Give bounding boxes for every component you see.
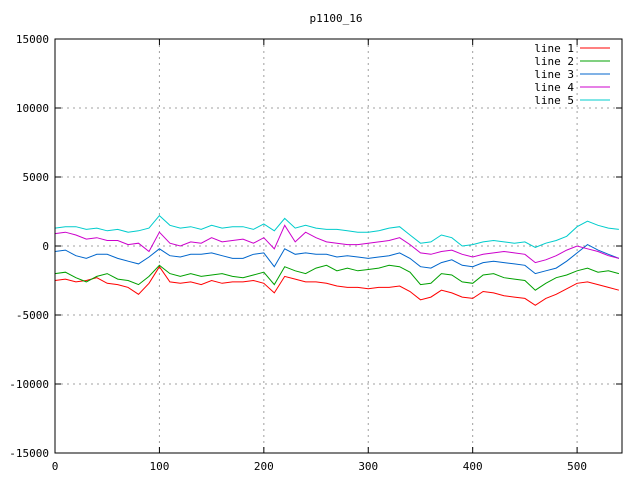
x-tick-label: 200 [254, 460, 274, 473]
series-line-4 [54, 224, 620, 264]
y-tick-label: -15000 [9, 447, 49, 460]
series-line-1 [54, 265, 620, 306]
series-line-2 [54, 264, 620, 291]
y-tick-label: -5000 [16, 309, 49, 322]
series-lines [54, 214, 620, 306]
x-tick-label: 500 [567, 460, 587, 473]
axis-ticks: 0 100 200 300 400 500 -15000 -10000 -5000 0 5000 10… [9, 33, 622, 473]
x-tick-label: 100 [149, 460, 169, 473]
grid [55, 39, 622, 453]
y-tick-label: 10000 [16, 102, 49, 115]
legend-label: line 1 [534, 42, 574, 55]
chart-title: p1100_16 [310, 12, 363, 25]
x-tick-label: 300 [358, 460, 378, 473]
y-tick-label: 0 [42, 240, 49, 253]
y-tick-label: 5000 [23, 171, 50, 184]
x-tick-label: 0 [52, 460, 59, 473]
legend-label: line 3 [534, 68, 574, 81]
y-tick-label: 15000 [16, 33, 49, 46]
legend-label: line 2 [534, 55, 574, 68]
legend-label: line 4 [534, 81, 574, 94]
y-tick-label: -10000 [9, 378, 49, 391]
series-line-3 [54, 244, 620, 275]
x-tick-label: 400 [463, 460, 483, 473]
legend-label: line 5 [534, 94, 574, 107]
series-line-5 [54, 214, 619, 248]
